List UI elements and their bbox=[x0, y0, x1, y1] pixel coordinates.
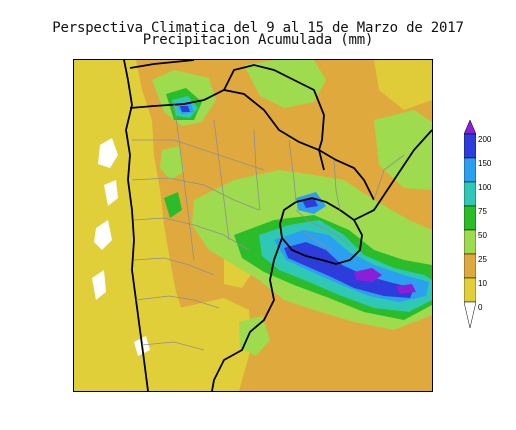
colorbar-label-50: 50 bbox=[478, 231, 487, 240]
colorbar-10-25 bbox=[464, 253, 476, 279]
colorbar-label-200: 200 bbox=[478, 135, 492, 144]
colorbar-100-150 bbox=[464, 157, 476, 183]
colorbar-label-100: 100 bbox=[478, 183, 492, 192]
title-line-2: Precipitacion Acumulada (mm) bbox=[142, 32, 374, 48]
color-bar bbox=[464, 120, 476, 329]
dry-patch-northeast bbox=[374, 60, 432, 110]
colorbar-50-75 bbox=[464, 205, 476, 231]
colorbar-75-100 bbox=[464, 181, 476, 207]
colorbar-label-25: 25 bbox=[478, 255, 487, 264]
page-title: Perspectiva Climatica del 9 al 15 de Mar… bbox=[0, 20, 516, 48]
darkblue-zone-north bbox=[180, 106, 190, 112]
darkblue-zone-central bbox=[284, 242, 414, 298]
colorbar-150-200 bbox=[464, 133, 476, 159]
moderate-rain-north-2 bbox=[244, 60, 326, 108]
country-borders bbox=[123, 60, 432, 391]
map-svg bbox=[74, 60, 432, 391]
no-rain-blob-1 bbox=[98, 138, 118, 168]
colorbar-label-75: 75 bbox=[478, 207, 487, 216]
moderate-rain-brazil bbox=[374, 110, 432, 190]
no-rain-blob-4 bbox=[92, 270, 106, 300]
province-borders bbox=[131, 103, 405, 351]
darkblue-zone-entre-rios bbox=[302, 198, 318, 208]
colorbar-label-10: 10 bbox=[478, 279, 487, 288]
colorbar-above-200 bbox=[464, 120, 476, 135]
colorbar-25-50 bbox=[464, 229, 476, 255]
precipitation-map bbox=[73, 59, 433, 392]
dry-zone-south bbox=[170, 298, 252, 391]
extreme-rain-zone-2 bbox=[396, 284, 416, 294]
title-line-1: Perspectiva Climatica del 9 al 15 de Mar… bbox=[52, 20, 464, 36]
no-rain-blob-2 bbox=[104, 180, 118, 206]
no-rain-blob-3 bbox=[94, 220, 112, 250]
colorbar-below-0 bbox=[464, 301, 476, 329]
moderate-rain-south bbox=[239, 316, 270, 356]
colorbar-0-10 bbox=[464, 277, 476, 303]
colorbar-label-0: 0 bbox=[478, 303, 483, 312]
heavy-rain-west-green bbox=[164, 192, 182, 218]
colorbar-label-150: 150 bbox=[478, 159, 492, 168]
extreme-rain-zone-1 bbox=[354, 268, 382, 282]
moderate-rain-west bbox=[160, 146, 184, 180]
